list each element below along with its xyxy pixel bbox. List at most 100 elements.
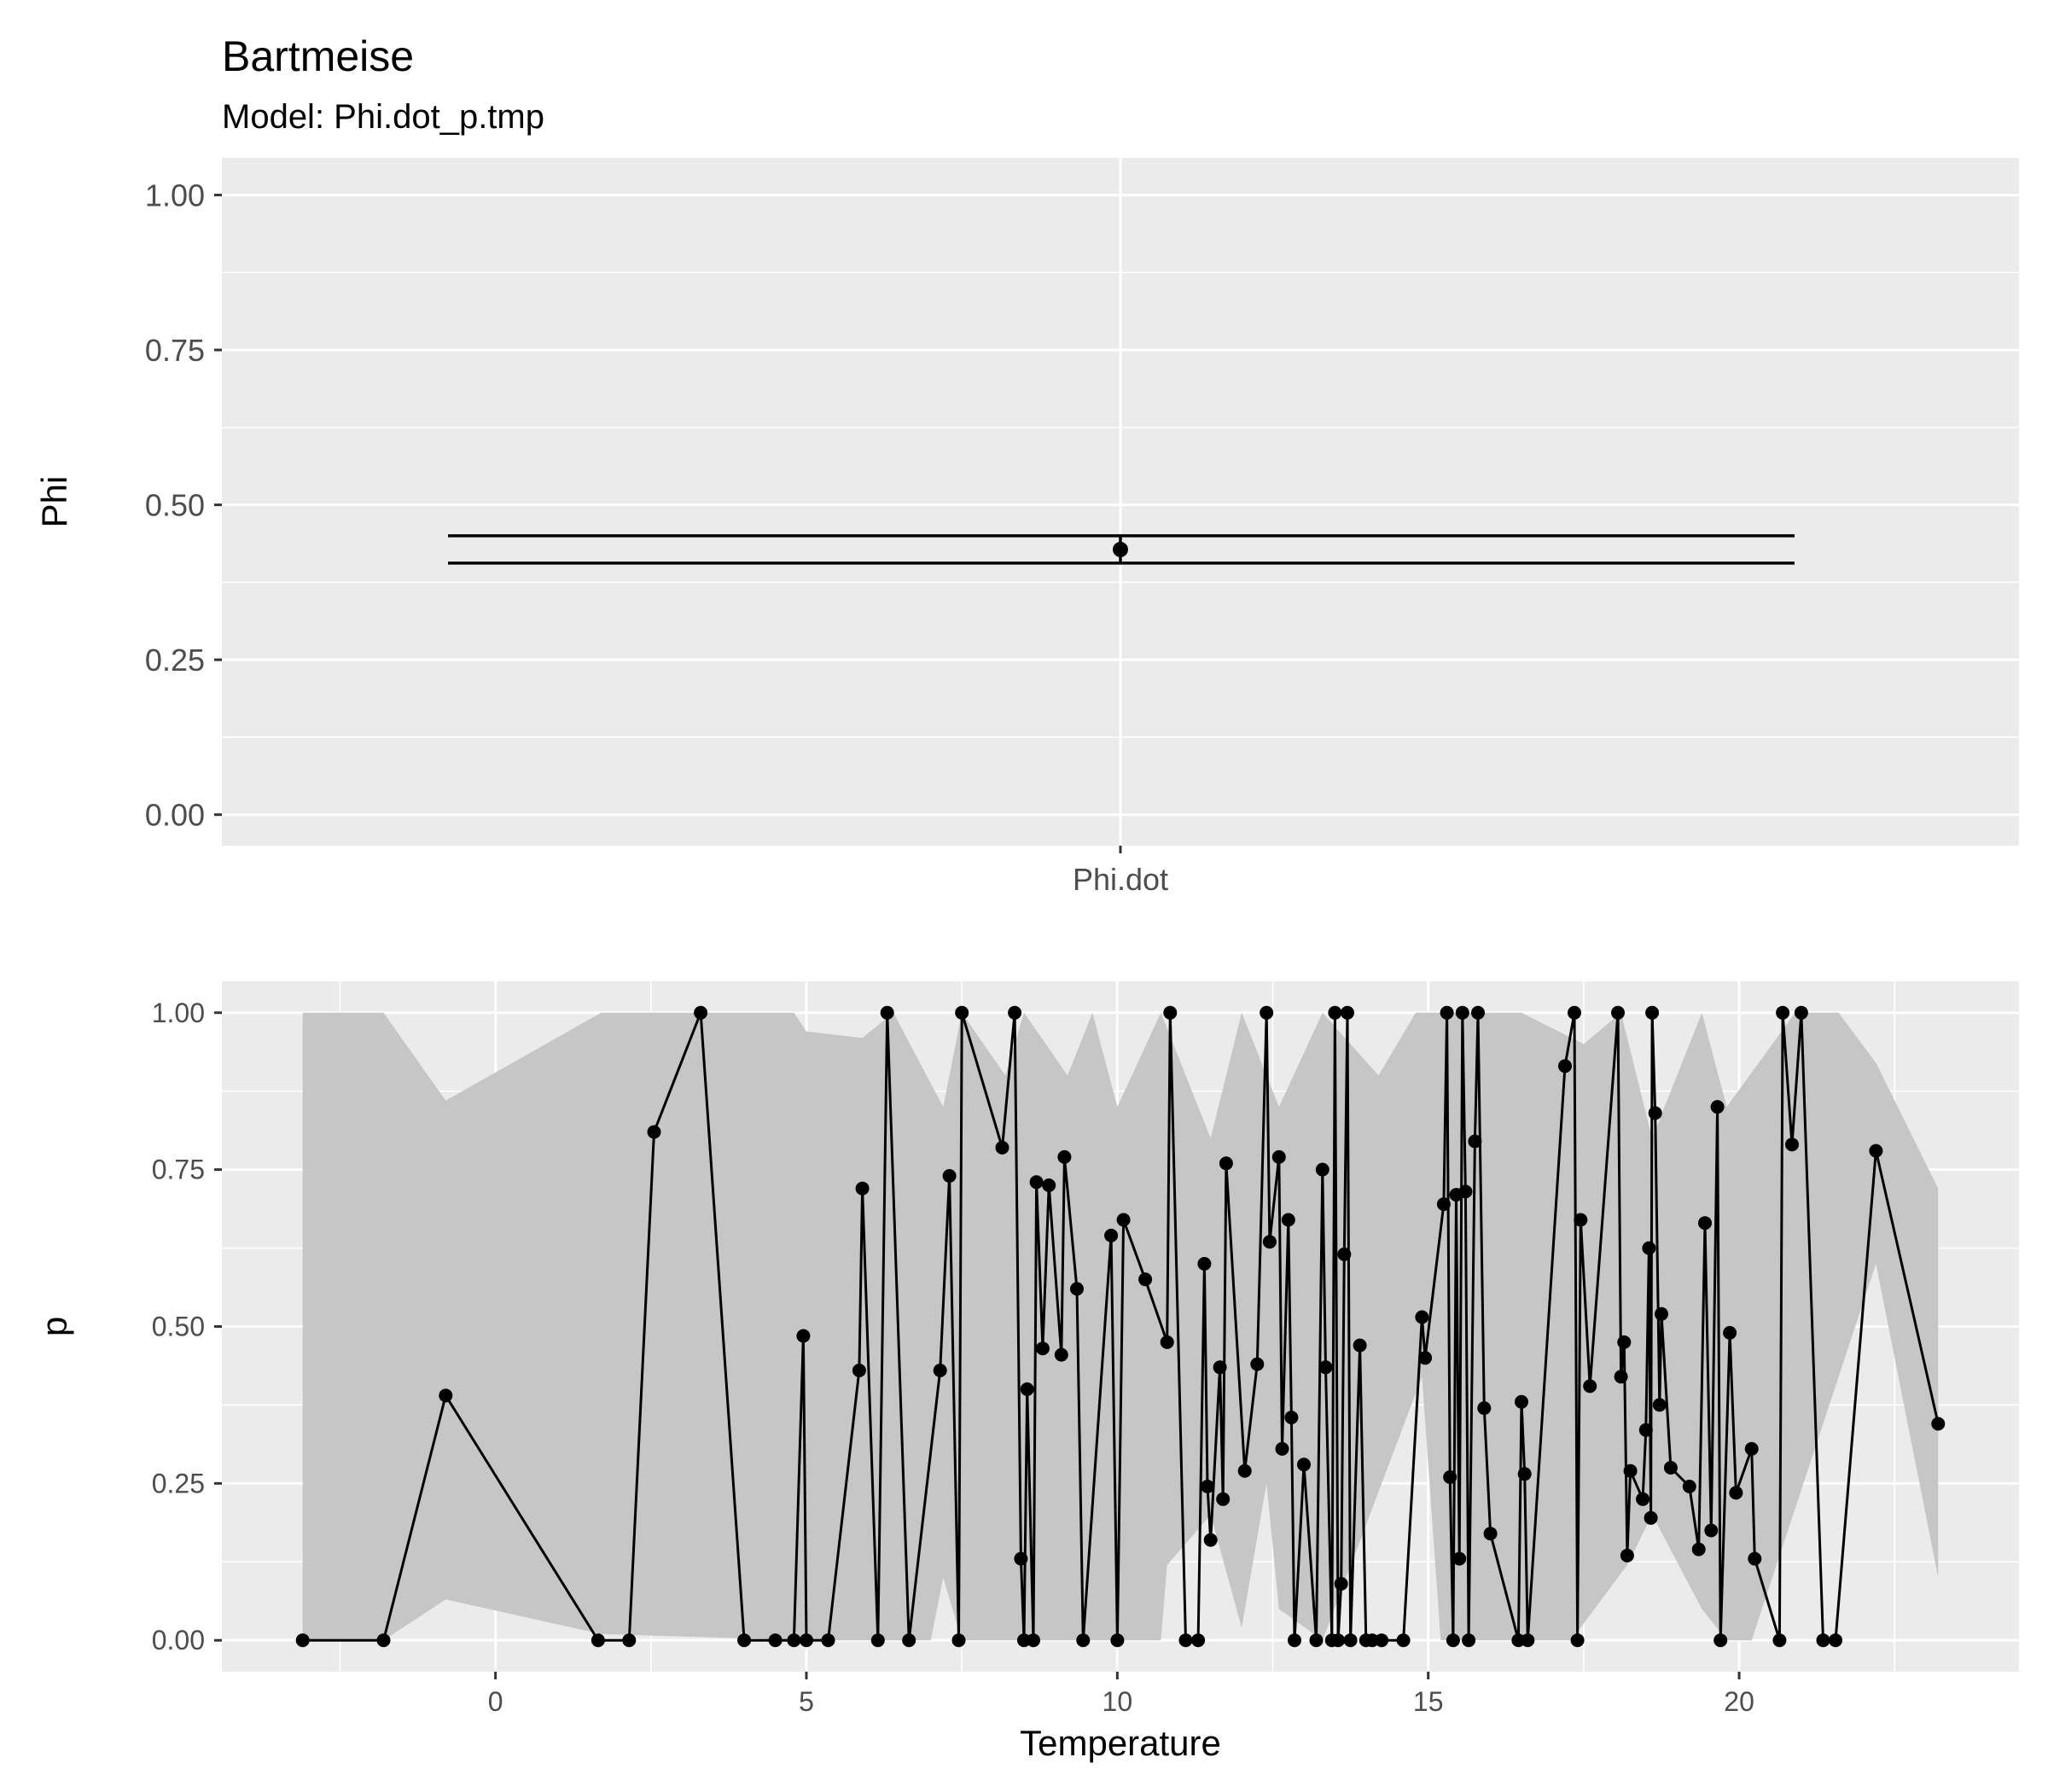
data-point	[995, 1140, 1009, 1155]
data-point	[1054, 1347, 1068, 1362]
y-tick-label: 0.00	[152, 1625, 205, 1655]
data-point	[1648, 1106, 1662, 1120]
data-point	[1443, 1470, 1457, 1484]
data-point	[439, 1388, 453, 1403]
data-point	[1331, 1633, 1346, 1648]
series-line	[302, 1011, 1940, 1642]
data-point	[1219, 1156, 1233, 1171]
data-point	[1477, 1401, 1492, 1416]
data-point	[1483, 1527, 1498, 1541]
data-point	[1515, 1394, 1528, 1409]
data-point	[902, 1633, 916, 1648]
data-point	[1057, 1149, 1072, 1164]
data-point	[852, 1364, 866, 1377]
data-point	[1281, 1213, 1295, 1227]
data-point	[1309, 1633, 1324, 1648]
data-point	[1455, 1005, 1469, 1020]
data-point	[1104, 1228, 1119, 1242]
data-point	[1138, 1272, 1153, 1287]
data-point	[1655, 1306, 1668, 1321]
data-point	[1931, 1417, 1946, 1431]
y-tick-label: 0.75	[145, 333, 205, 368]
y-tick-label: 0.50	[145, 488, 205, 523]
data-point	[1035, 1341, 1050, 1356]
chart-title: Bartmeise	[222, 32, 414, 80]
data-point	[1816, 1633, 1830, 1648]
y-axis-title: Phi	[34, 476, 74, 528]
y-tick-label: 0.75	[152, 1155, 205, 1185]
x-axis-title: Temperature	[1020, 1723, 1221, 1763]
data-point	[1458, 1184, 1473, 1199]
y-tick-label: 0.25	[152, 1468, 205, 1498]
data-point	[737, 1633, 752, 1648]
data-point	[1008, 1005, 1022, 1020]
data-point	[1440, 1005, 1454, 1020]
data-point	[1713, 1633, 1728, 1648]
x-tick-label: 5	[799, 1686, 814, 1717]
data-point	[1014, 1551, 1028, 1566]
data-point	[1070, 1282, 1084, 1296]
data-point	[1334, 1577, 1348, 1591]
data-point	[1446, 1633, 1460, 1648]
data-point	[796, 1329, 811, 1343]
y-tick-label: 0.25	[145, 643, 205, 678]
data-point	[1343, 1633, 1358, 1648]
data-point	[1517, 1467, 1532, 1481]
data-points	[295, 1005, 1946, 1648]
data-point	[1471, 1005, 1485, 1020]
data-point	[1682, 1480, 1696, 1493]
data-point	[1617, 1335, 1632, 1349]
data-point	[1869, 1143, 1883, 1158]
x-tick-label: Phi.dot	[1073, 862, 1168, 897]
data-point	[1748, 1551, 1762, 1566]
data-point	[1636, 1492, 1650, 1506]
data-point	[1341, 1005, 1354, 1020]
data-point	[1785, 1137, 1799, 1152]
x-tick-label: 10	[1103, 1686, 1133, 1717]
data-point	[1017, 1633, 1031, 1648]
p-panel: 0.00 0.25 0.50 0.75 1.00 0 5 10 15 20 Temperature p	[34, 981, 2019, 1763]
data-point	[1027, 1633, 1040, 1648]
data-point	[1160, 1335, 1174, 1349]
data-point	[1250, 1357, 1265, 1371]
data-point	[1663, 1461, 1678, 1475]
phi-panel: 0.00 0.25 0.50 0.75 1.00 Phi.dot Phi	[34, 158, 2019, 897]
y-tick-label: 1.00	[145, 178, 205, 213]
data-point	[1620, 1548, 1634, 1562]
data-point	[1698, 1216, 1712, 1231]
data-point	[955, 1005, 969, 1020]
x-tick-label: 0	[488, 1686, 503, 1717]
data-point	[1203, 1533, 1218, 1547]
data-point	[647, 1125, 661, 1139]
data-point	[1521, 1633, 1535, 1648]
data-point	[1772, 1633, 1787, 1648]
data-point	[1318, 1360, 1333, 1375]
chart-subtitle: Model: Phi.dot_p.tmp	[222, 98, 544, 136]
data-point	[800, 1633, 813, 1648]
data-point	[933, 1364, 947, 1377]
data-point	[1468, 1134, 1482, 1149]
data-point	[1418, 1351, 1433, 1365]
y-tick-label: 0.50	[152, 1312, 205, 1342]
data-point	[942, 1169, 957, 1183]
data-point	[768, 1633, 783, 1648]
data-point	[1260, 1005, 1274, 1020]
y-tick-label: 1.00	[152, 998, 205, 1028]
data-point	[1275, 1441, 1289, 1456]
data-point	[855, 1181, 870, 1196]
data-point	[1271, 1149, 1286, 1164]
data-point	[1723, 1325, 1737, 1340]
data-point	[1558, 1059, 1572, 1073]
data-point	[1113, 541, 1128, 557]
phi-errorbar	[448, 534, 1795, 565]
data-point	[694, 1005, 708, 1020]
data-point	[295, 1633, 310, 1648]
data-point	[1462, 1633, 1476, 1648]
data-point	[1744, 1441, 1759, 1456]
data-point	[1776, 1005, 1790, 1020]
data-point	[1178, 1633, 1193, 1648]
data-point	[1710, 1100, 1725, 1114]
data-point	[1623, 1463, 1638, 1478]
